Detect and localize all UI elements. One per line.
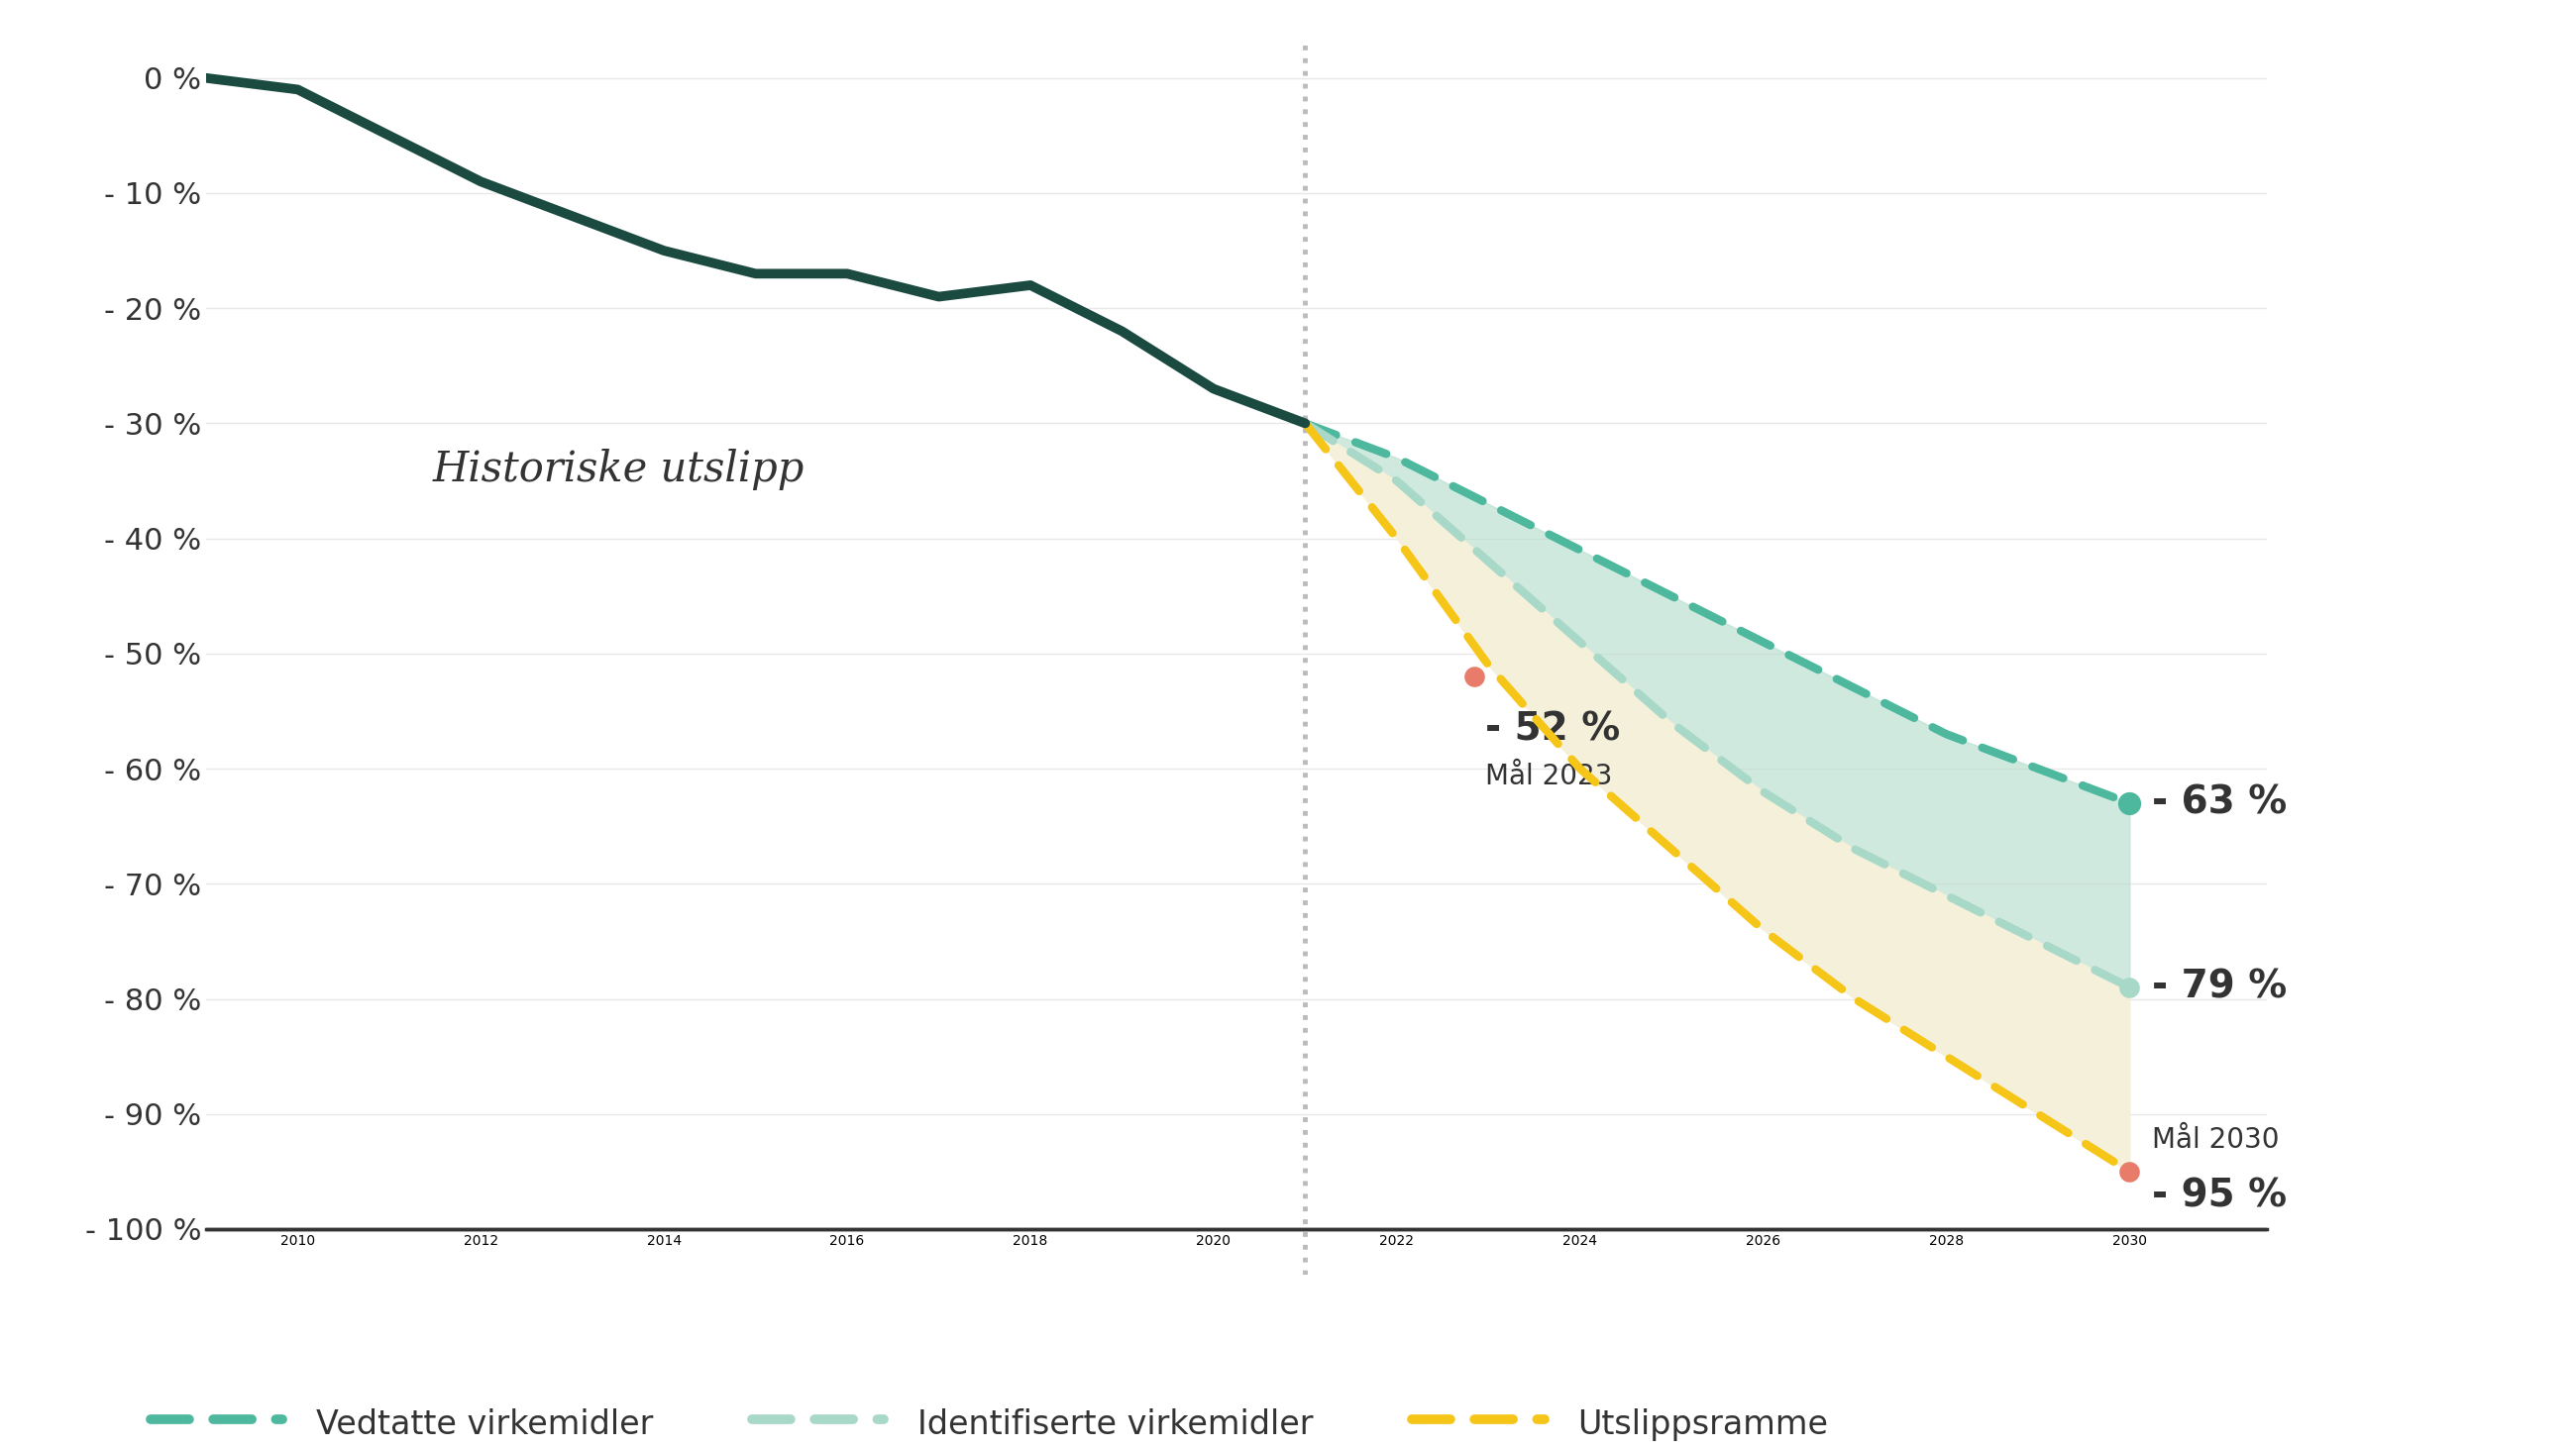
Legend: Vedtatte virkemidler, Identifiserte virkemidler, Utslippsramme: Vedtatte virkemidler, Identifiserte virk… [137,1390,1842,1449]
Text: Mål 2030: Mål 2030 [2154,1126,2280,1155]
Point [2110,1161,2151,1184]
Text: - 63 %: - 63 % [2154,784,2287,822]
Text: - 52 %: - 52 % [1486,711,1620,749]
Text: - 95 %: - 95 % [2154,1177,2287,1214]
Text: - 79 %: - 79 % [2154,968,2287,1006]
Point [2110,975,2151,998]
Point [2110,791,2151,814]
Point [1453,665,1494,688]
Text: Mål 2023: Mål 2023 [1486,762,1613,791]
Text: Historiske utslipp: Historiske utslipp [433,448,804,490]
